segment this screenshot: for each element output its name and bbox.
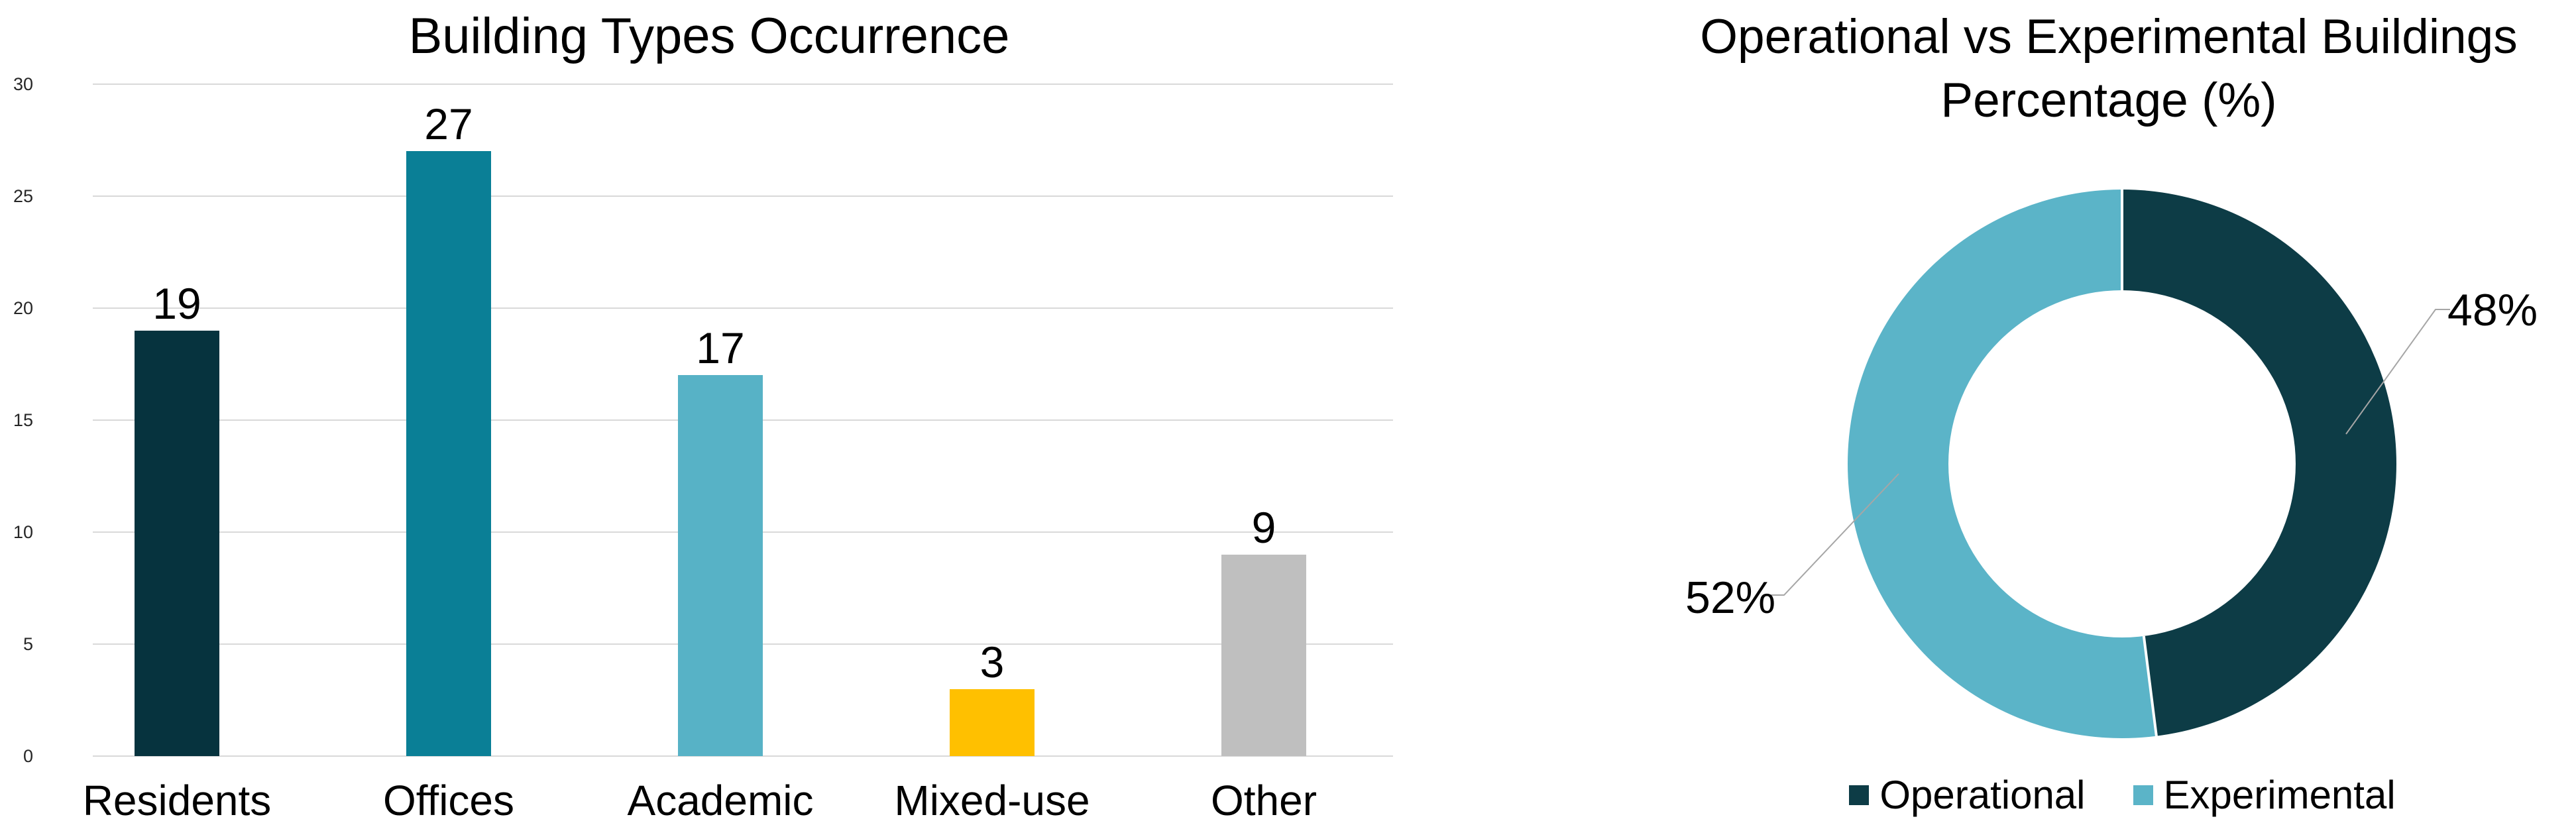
gridline-30 (93, 83, 1393, 85)
y-tick-label-20: 20 (13, 298, 33, 318)
legend-swatch-experimental (2133, 785, 2153, 805)
y-tick-label-10: 10 (13, 522, 33, 542)
donut-title-line-1: Operational vs Experimental Buildings (1700, 10, 2518, 64)
slice-percent-label-experimental: 52% (1685, 573, 1776, 623)
bar-value-label-academic: 17 (696, 323, 745, 373)
y-tick-label-30: 30 (13, 74, 33, 94)
legend-item-operational: Operational (1849, 772, 2086, 818)
bar-value-label-residents: 19 (152, 278, 201, 328)
legend-swatch-operational (1849, 785, 1870, 805)
bar-chart: Building Types Occurrence 0 5 10 15 20 25 30 19… (13, 8, 1393, 824)
bar-other (1221, 554, 1306, 756)
bar-academic (678, 375, 763, 756)
y-tick-label-5: 5 (23, 634, 33, 654)
donut-ring (1848, 190, 2396, 738)
leader-line-operational (2345, 309, 2450, 435)
slice-separator-0 (2121, 190, 2123, 290)
category-label-academic: Academic (627, 777, 814, 824)
donut-title-line-2: Percentage (%) (1940, 74, 2277, 127)
bar-chart-title: Building Types Occurrence (408, 8, 1010, 64)
donut-chart-title: Operational vs Experimental Buildings Pe… (1645, 5, 2573, 133)
bar-mixed-use (950, 689, 1035, 756)
slice-percent-label-operational: 48% (2447, 285, 2538, 335)
legend-label-operational: Operational (1879, 773, 2086, 817)
bar-value-label-offices: 27 (424, 99, 473, 149)
legend-label-experimental: Experimental (2163, 773, 2396, 817)
gridline-0 (93, 755, 1393, 757)
category-label-mixed-use: Mixed-use (894, 777, 1090, 824)
gridline-25 (93, 195, 1393, 197)
bar-residents (135, 330, 219, 756)
gridline-20 (93, 307, 1393, 309)
donut-hole (1948, 290, 2296, 637)
category-label-offices: Offices (383, 777, 514, 824)
y-tick-label-15: 15 (13, 410, 33, 430)
y-tick-label-0: 0 (23, 746, 33, 766)
category-label-residents: Residents (82, 777, 272, 824)
bar-offices (406, 151, 491, 756)
leader-line-experimental (1769, 473, 1899, 596)
y-tick-label-25: 25 (13, 186, 33, 206)
legend-item-experimental: Experimental (2133, 772, 2396, 818)
leader-lines (1769, 309, 2450, 596)
category-label-other: Other (1210, 777, 1317, 824)
bar-value-label-mixed-use: 3 (980, 637, 1005, 687)
donut-legend: Operational Experimental (1563, 769, 2576, 822)
bar-value-label-other: 9 (1251, 502, 1276, 552)
donut-chart: Operational vs Experimental Buildings Pe… (1458, 0, 2576, 827)
